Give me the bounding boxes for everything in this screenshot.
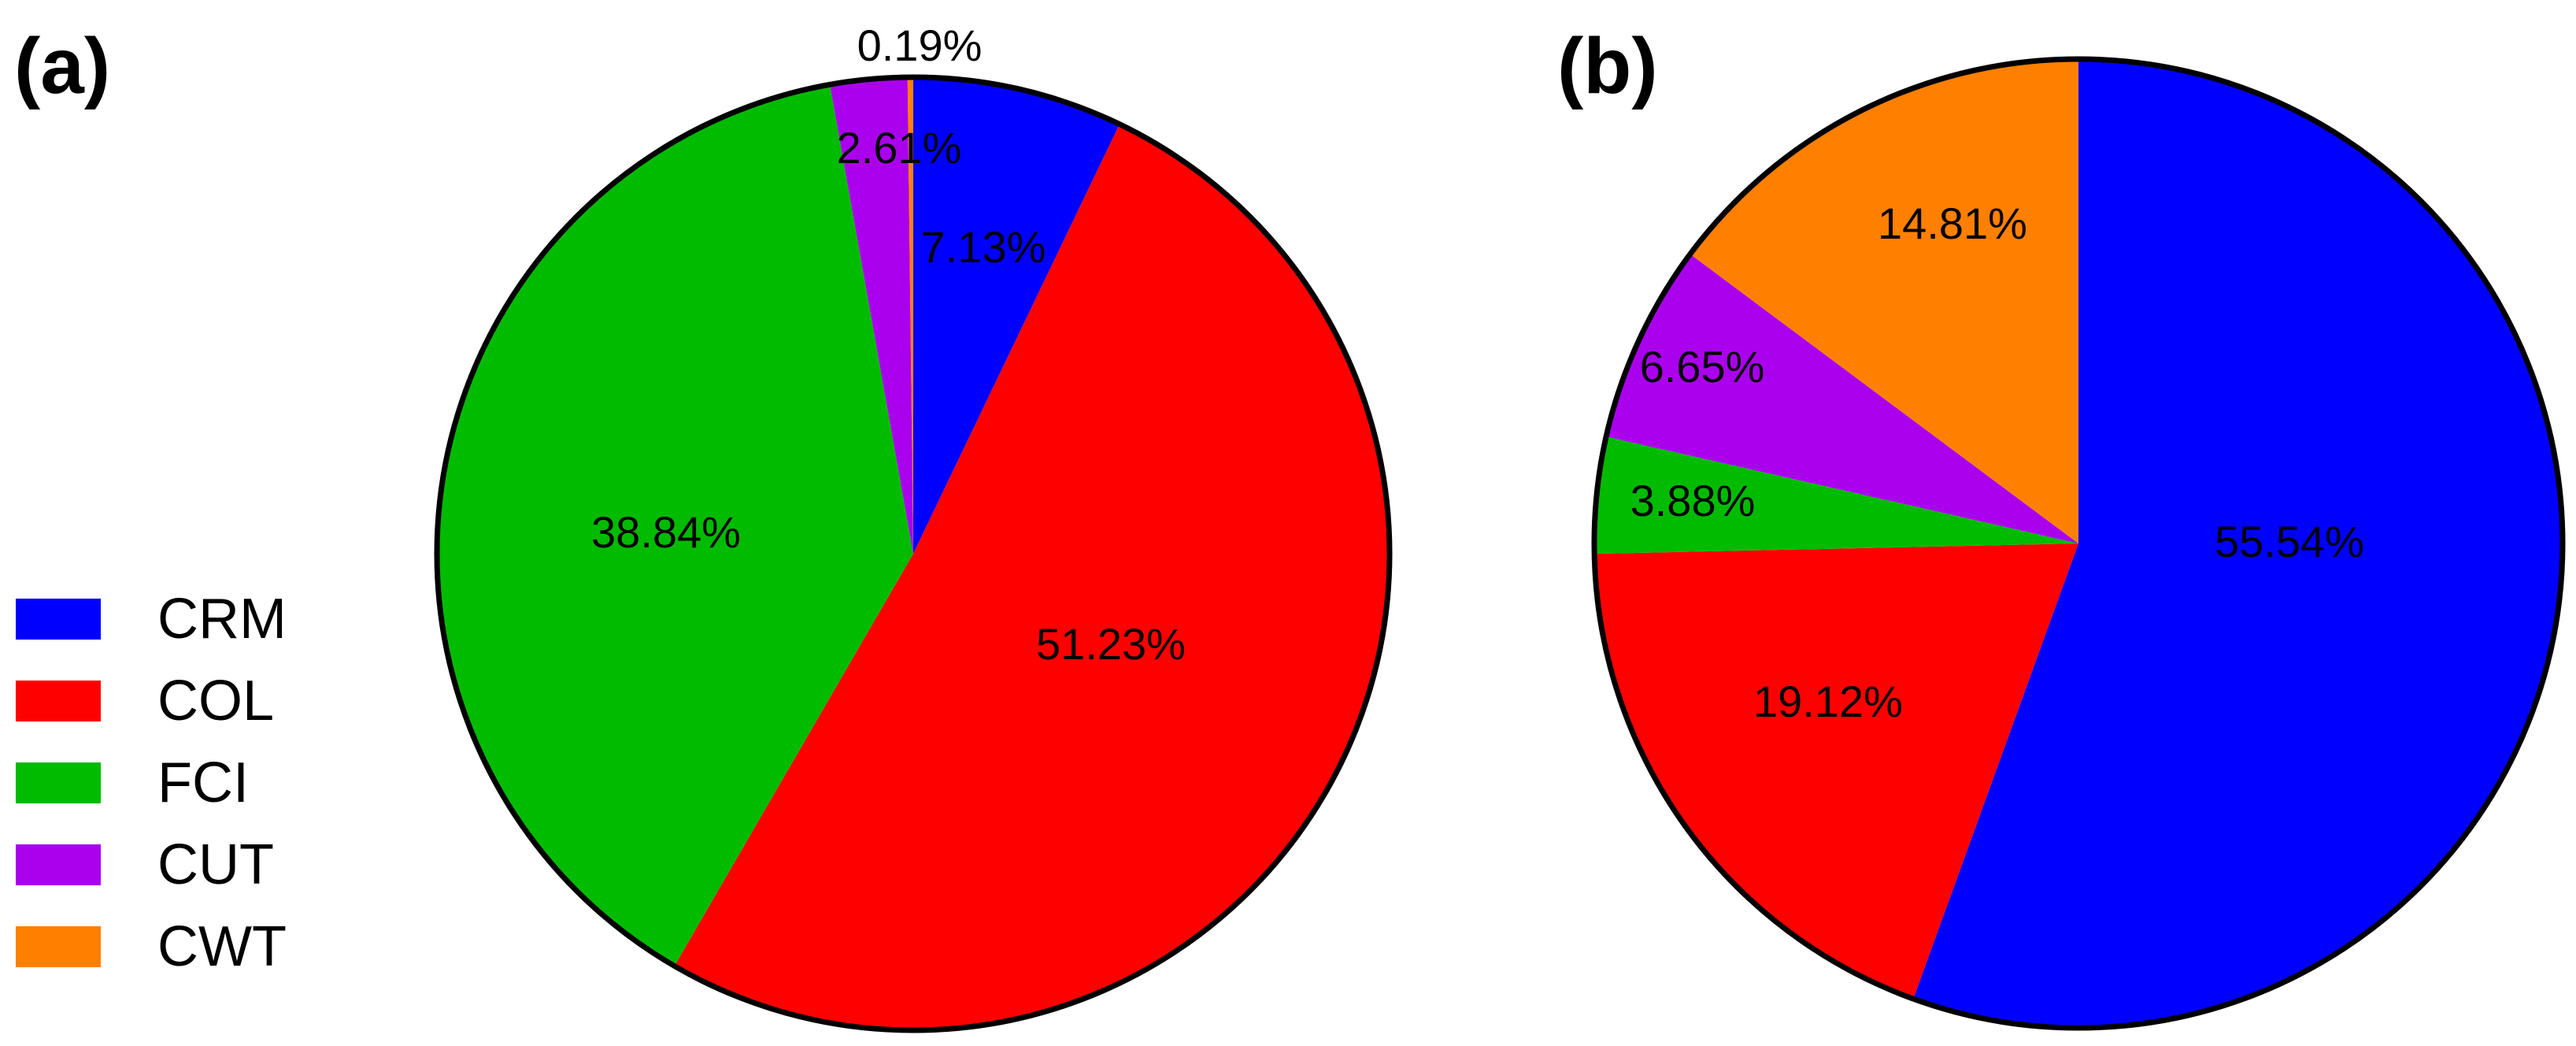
legend-label-cut: CUT: [157, 833, 274, 896]
legend-label-crm: CRM: [157, 588, 287, 651]
legend-swatch-crm: [16, 599, 101, 640]
pie-b-slice-crm: [1913, 59, 2563, 1029]
pie-b-slice-fci: [1593, 436, 2078, 555]
legend-label-fci: FCI: [157, 751, 249, 814]
pie-b-slice-cut: [1606, 254, 2078, 543]
legend-swatch-cut: [16, 844, 101, 885]
panel-label-b: (b): [1557, 22, 1658, 110]
pie-b-label-cut: 6.65%: [1640, 342, 1765, 391]
pie-chart-b: 55.54% 19.12% 3.88% 6.65% 14.81%: [1591, 56, 2566, 1031]
pie-a-label-cwt: 0.19%: [857, 20, 983, 70]
pie-a-outline: [434, 74, 1393, 1033]
pie-b-outline: [1591, 56, 2566, 1031]
pie-a-label-crm: 7.13%: [921, 222, 1046, 272]
pie-a-slice-fci: [436, 84, 913, 966]
pie-b-label-cwt: 14.81%: [1878, 198, 2027, 248]
pie-a-slice-cwt: [907, 76, 913, 555]
pie-b-slice-cwt: [1690, 59, 2078, 543]
legend: CRM COL FCI CUT CWT: [16, 588, 287, 978]
pie-b-label-col: 19.12%: [1753, 677, 1903, 726]
pie-b-label-fci: 3.88%: [1630, 476, 1756, 525]
pie-a-slice-crm: [913, 76, 1120, 554]
panel-label-a: (a): [14, 22, 110, 110]
pie-a-slice-col: [674, 124, 1390, 1030]
pie-b-label-crm: 55.54%: [2215, 517, 2364, 566]
legend-swatch-cwt: [16, 926, 101, 967]
pie-a-label-fci: 38.84%: [591, 507, 741, 557]
pie-chart-a: 7.13% 51.23% 38.84% 2.61% 0.19%: [434, 20, 1393, 1033]
legend-label-cwt: CWT: [157, 915, 287, 978]
pie-a-slice-cut: [830, 77, 913, 555]
pie-a-label-col: 51.23%: [1036, 619, 1186, 669]
legend-swatch-col: [16, 681, 101, 721]
pie-a-label-cut: 2.61%: [837, 123, 962, 172]
pie-b-slice-col: [1594, 543, 2078, 1000]
legend-swatch-fci: [16, 762, 101, 803]
legend-label-col: COL: [157, 670, 274, 733]
